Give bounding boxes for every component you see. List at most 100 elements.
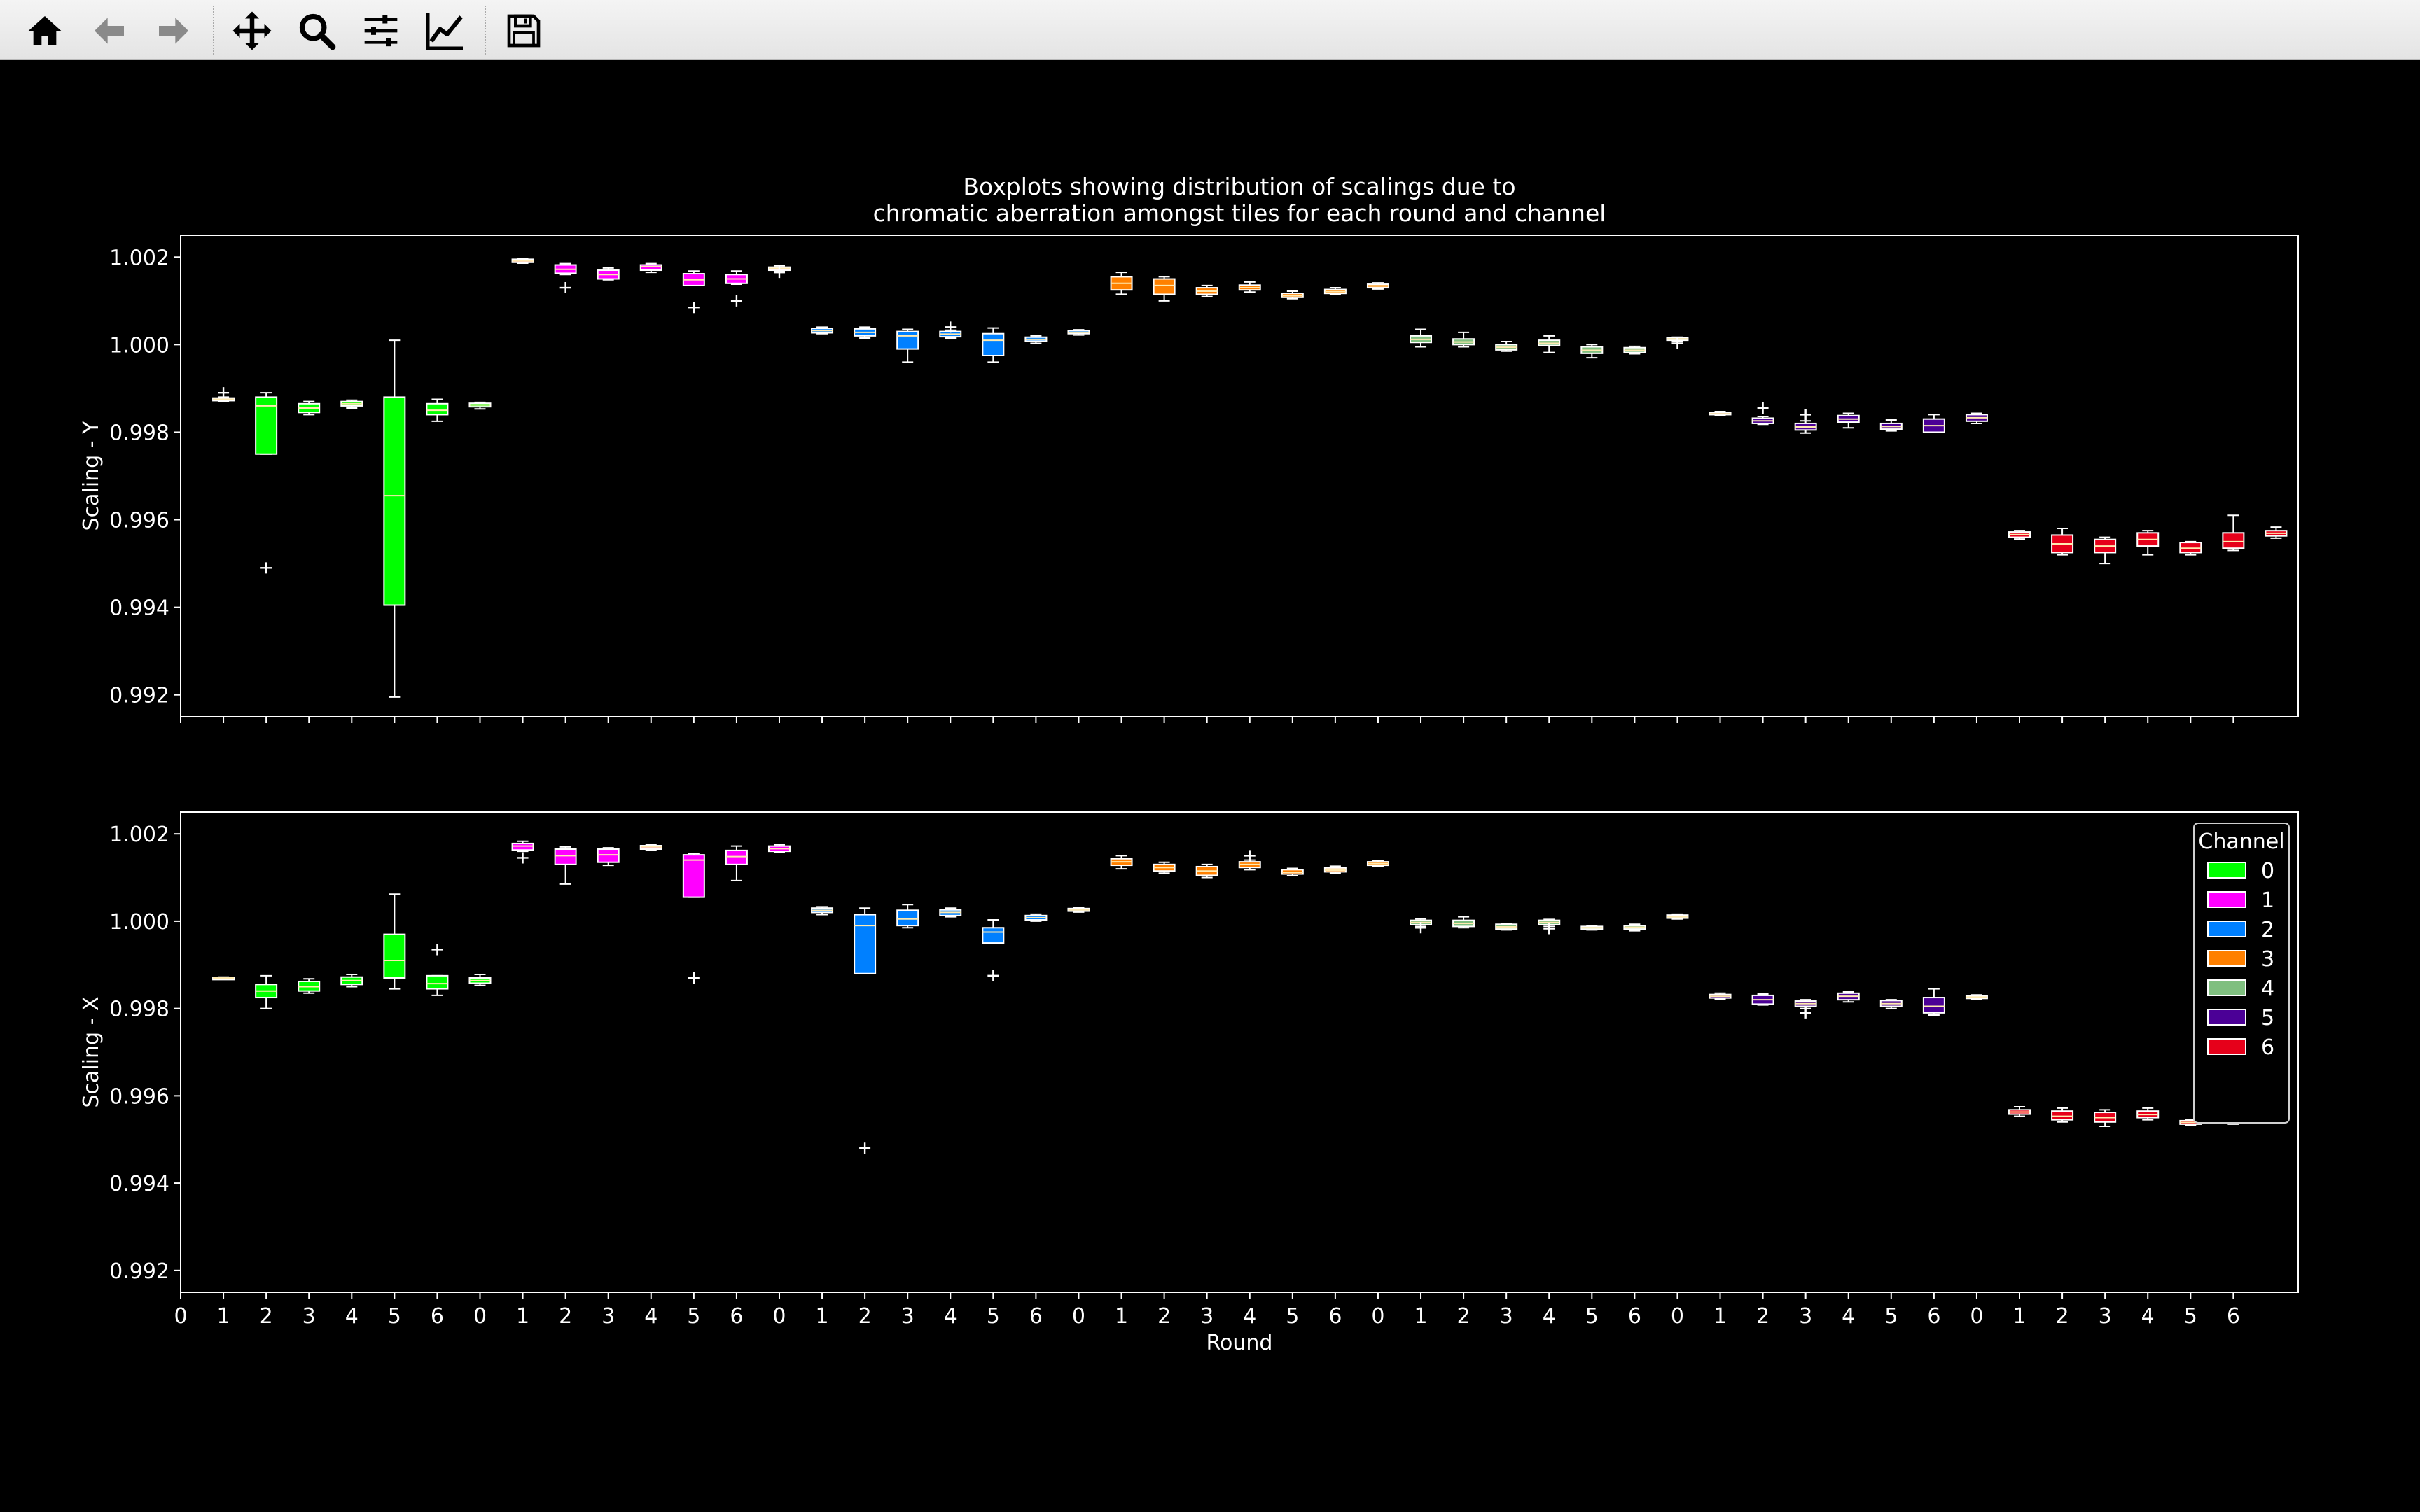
box-rect — [896, 330, 919, 350]
legend-label: 0 — [2261, 859, 2274, 883]
box-flier — [1415, 922, 1427, 934]
box-flier — [260, 562, 272, 574]
x-tick-label: 2 — [858, 1304, 872, 1329]
box-rect — [1153, 278, 1176, 295]
x-tick-label: 5 — [1884, 1304, 1898, 1329]
toolbar-separator — [213, 6, 214, 55]
legend-label: 4 — [2261, 976, 2274, 1001]
y-axis-label: Scaling - X — [79, 996, 104, 1107]
y-tick-label: 1.002 — [109, 246, 169, 270]
pan-icon[interactable] — [225, 7, 279, 55]
save-icon[interactable] — [497, 7, 550, 55]
x-tick-label: 2 — [1756, 1304, 1769, 1329]
x-tick-label: 2 — [1157, 1304, 1171, 1329]
x-tick-label: 6 — [2227, 1304, 2240, 1329]
x-tick-label: 0 — [174, 1304, 187, 1329]
y-tick-label: 1.002 — [109, 822, 169, 847]
x-tick-label: 3 — [2099, 1304, 2112, 1329]
home-icon[interactable] — [18, 7, 71, 55]
box-rect — [982, 927, 1005, 944]
x-tick-label: 0 — [772, 1304, 786, 1329]
x-tick-label: 1 — [816, 1304, 829, 1329]
x-tick-label: 2 — [559, 1304, 572, 1329]
x-tick-label: 2 — [1457, 1304, 1470, 1329]
y-tick-label: 0.994 — [109, 1172, 169, 1196]
x-tick-label: 1 — [1115, 1304, 1128, 1329]
box-flier — [1244, 850, 1256, 862]
x-tick-label: 1 — [1713, 1304, 1727, 1329]
legend-swatch — [2207, 920, 2246, 937]
x-tick-label: 4 — [944, 1304, 957, 1329]
x-tick-label: 4 — [2141, 1304, 2155, 1329]
x-tick-label: 6 — [1927, 1304, 1940, 1329]
box-flier — [1543, 923, 1555, 934]
plot-frame — [180, 811, 2299, 1293]
box-flier — [1671, 337, 1683, 349]
legend-swatch — [2207, 950, 2246, 967]
x-tick-label: 1 — [217, 1304, 230, 1329]
y-tick-label: 0.998 — [109, 421, 169, 445]
x-tick-label: 5 — [1585, 1304, 1599, 1329]
toolbar — [0, 0, 2420, 60]
y-tick-label: 0.998 — [109, 997, 169, 1022]
box-rect — [554, 848, 577, 865]
x-tick-label: 4 — [1543, 1304, 1556, 1329]
legend-label: 1 — [2261, 888, 2274, 913]
y-tick-label: 0.996 — [109, 509, 169, 533]
x-tick-label: 0 — [1072, 1304, 1085, 1329]
box-flier — [945, 321, 957, 333]
x-tick-label: 4 — [345, 1304, 359, 1329]
y-tick-label: 1.000 — [109, 910, 169, 934]
box-rect — [383, 933, 406, 979]
box-flier — [517, 852, 529, 864]
box-rect — [725, 849, 748, 865]
box-rect — [682, 854, 705, 898]
x-tick-label: 4 — [1842, 1304, 1855, 1329]
box-rect — [1922, 997, 1945, 1014]
y-tick-label: 0.994 — [109, 596, 169, 621]
zoom-icon[interactable] — [290, 7, 343, 55]
box-rect — [854, 913, 877, 974]
box-rect — [426, 974, 449, 990]
x-tick-label: 3 — [1799, 1304, 1812, 1329]
x-tick-label: 5 — [1286, 1304, 1299, 1329]
x-tick-label: 4 — [1243, 1304, 1256, 1329]
figure: Boxplots showing distribution of scaling… — [79, 173, 2299, 1355]
box-rect — [2222, 532, 2245, 550]
subplots-icon[interactable] — [354, 7, 408, 55]
box-flier — [987, 969, 999, 981]
box-flier — [859, 1142, 871, 1154]
x-tick-label: 1 — [516, 1304, 529, 1329]
toolbar-separator — [485, 6, 486, 55]
box-rect — [639, 264, 662, 272]
x-tick-label: 5 — [388, 1304, 401, 1329]
x-tick-label: 6 — [730, 1304, 743, 1329]
x-tick-label: 3 — [901, 1304, 915, 1329]
forward-icon[interactable] — [147, 7, 200, 55]
x-tick-label: 1 — [2012, 1304, 2026, 1329]
axes-edit-icon[interactable] — [419, 7, 472, 55]
legend-swatch — [2207, 1009, 2246, 1026]
legend-title: Channel — [2198, 830, 2284, 854]
x-tick-label: 6 — [1328, 1304, 1342, 1329]
box-flier — [773, 267, 785, 279]
x-tick-label: 6 — [1029, 1304, 1043, 1329]
box-flier — [688, 972, 700, 983]
legend-swatch — [2207, 891, 2246, 908]
legend-swatch — [2207, 1038, 2246, 1055]
x-tick-label: 6 — [431, 1304, 444, 1329]
back-icon[interactable] — [83, 7, 136, 55]
chart-title: Boxplots showing distribution of scaling… — [963, 173, 1515, 200]
x-tick-label: 3 — [601, 1304, 615, 1329]
y-tick-label: 0.992 — [109, 684, 169, 708]
y-axis-label: Scaling - Y — [79, 421, 104, 531]
x-tick-label: 3 — [1200, 1304, 1214, 1329]
x-tick-label: 0 — [473, 1304, 487, 1329]
legend-swatch — [2207, 862, 2246, 878]
x-tick-label: 1 — [1414, 1304, 1427, 1329]
x-tick-label: 5 — [687, 1304, 700, 1329]
box-flier — [431, 944, 443, 955]
box-rect — [383, 396, 406, 606]
box-flier — [688, 302, 700, 314]
x-tick-label: 5 — [2184, 1304, 2197, 1329]
